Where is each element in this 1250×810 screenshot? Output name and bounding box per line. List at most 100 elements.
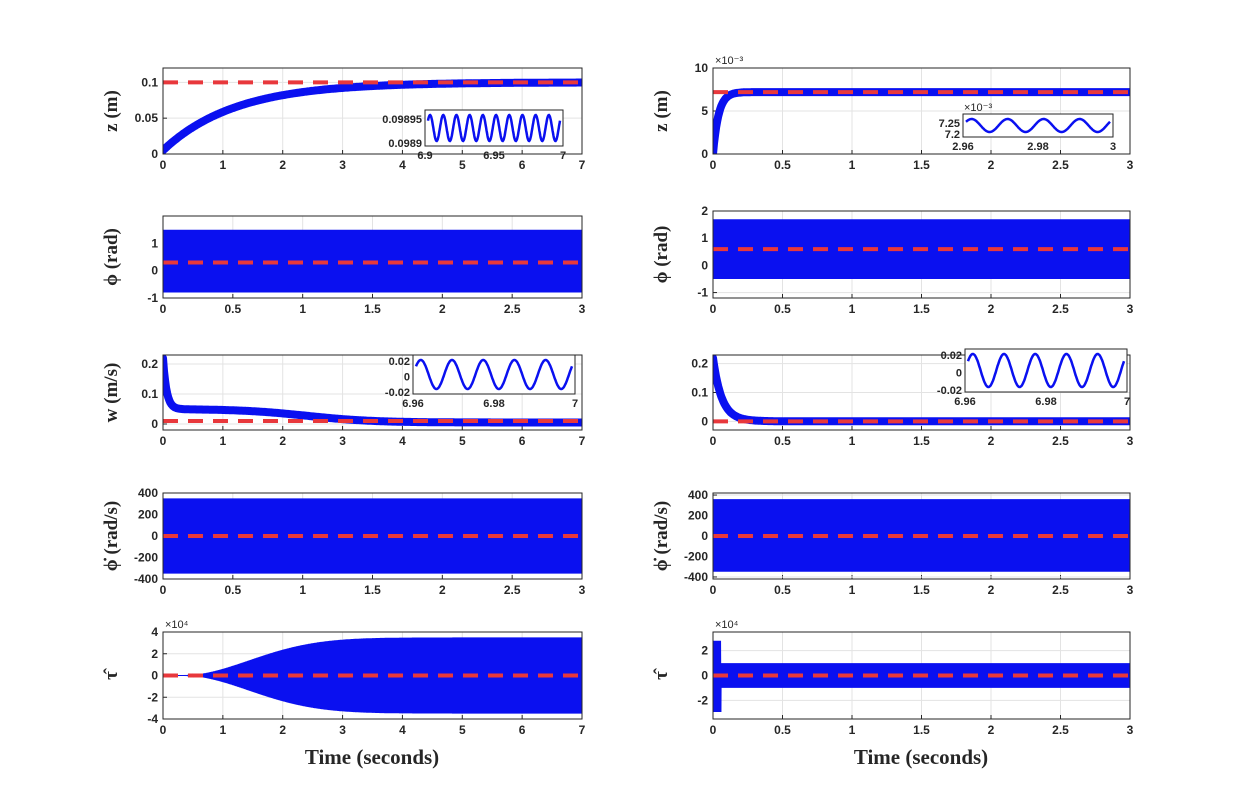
y-tick-label: 0.1 (691, 386, 708, 400)
y-tick-label: -1 (697, 286, 708, 300)
inset-x-tick-label: 2.96 (952, 141, 973, 153)
inset-L3: 6.96 6.98 7 0.02 0 -0.02 (385, 354, 578, 410)
inset-x-tick-label: 3 (1110, 141, 1116, 153)
y-tick-label: -2 (147, 690, 158, 704)
x-tick-label: 3 (1127, 583, 1134, 597)
inset-x-tick-label: 7 (1124, 396, 1130, 408)
inset-L1: 6.9 6.95 7 0.09895 0.0989 (382, 109, 566, 162)
panel-L5: 0 1 2 3 4 5 6 7 -4 -2 0 2 4 ×10⁴ τ̂ (101, 619, 586, 737)
x-tick-label: 6 (519, 158, 526, 172)
y-axis-label: τ̂ (651, 668, 672, 680)
x-tick-label: 7 (579, 434, 586, 448)
y-tick-label: 0 (151, 669, 158, 683)
axes-box (162, 631, 583, 720)
axes-box (162, 354, 583, 431)
y-tick-label: 400 (138, 486, 158, 500)
x-tick-label: 0.5 (774, 434, 791, 448)
inset-signal (426, 113, 562, 143)
inset-y-tick-label: 0.0989 (388, 138, 422, 150)
axes-box (162, 215, 583, 299)
x-tick-label: 3 (1127, 158, 1134, 172)
signal-line (713, 499, 1130, 572)
x-tick-label: 5 (459, 723, 466, 737)
x-tick-label: 0 (710, 583, 717, 597)
y-tick-label: 2 (151, 647, 158, 661)
signal-line (163, 78, 582, 154)
inset-signal (965, 117, 1111, 134)
y-axis-label: ϕ (rad) (651, 226, 672, 284)
x-tick-label: 3 (1127, 434, 1134, 448)
x-tick-label: 2.5 (1052, 723, 1069, 737)
inset-y-tick-label: 0.02 (941, 350, 962, 362)
inset-signal (966, 352, 1126, 389)
y-tick-label: -200 (684, 549, 708, 563)
inset-y-tick-label: 0.09895 (382, 114, 422, 126)
y-tick-label: 0 (151, 264, 158, 278)
x-tick-label: 2.5 (1052, 302, 1069, 316)
x-tick-label: 0.5 (774, 583, 791, 597)
y-tick-label: 0.1 (141, 387, 158, 401)
x-tick-label: 2.5 (1052, 158, 1069, 172)
signal-series (163, 637, 582, 714)
signal-line (163, 637, 582, 714)
y-tick-label: 0 (151, 147, 158, 161)
x-tick-label: 4 (399, 158, 406, 172)
x-tick-label: 1 (849, 723, 856, 737)
axes-box (712, 354, 1131, 431)
x-tick-label: 3 (339, 723, 346, 737)
x-tick-label: 0 (160, 583, 167, 597)
signal-series (163, 78, 582, 154)
inset-x-tick-label: 6.96 (954, 396, 975, 408)
axes-box (712, 631, 1131, 720)
y-tick-label: 0.1 (141, 75, 158, 89)
y-tick-label: 1 (701, 231, 708, 245)
y-tick-label: 0 (151, 529, 158, 543)
inset-x-tick-label: 6.98 (1035, 396, 1056, 408)
y-tick-label: -1 (147, 291, 158, 305)
x-tick-label: 3 (339, 158, 346, 172)
signal-line (163, 229, 582, 293)
y-tick-label: 0 (701, 147, 708, 161)
y-tick-label: 0 (701, 258, 708, 272)
panel-R3: 0 0.5 1 1.5 2 2.5 3 0 0.1 0.2 6.96 6.98 7 0.02 0 -0.02 (691, 348, 1134, 448)
y-tick-label: 200 (688, 509, 708, 523)
x-tick-label: 7 (579, 723, 586, 737)
x-tick-label: 0 (160, 434, 167, 448)
x-axis-label-right: Time (seconds) (854, 745, 988, 769)
inset-x-tick-label: 6.96 (402, 398, 423, 410)
x-tick-label: 3 (339, 434, 346, 448)
x-tick-label: 2 (439, 583, 446, 597)
x-tick-label: 1 (220, 723, 227, 737)
axes-box (162, 67, 583, 155)
y-tick-label: 400 (688, 488, 708, 502)
x-tick-label: 2 (279, 158, 286, 172)
inset-x-tick-label: 6.9 (417, 150, 432, 162)
inset-R1: 2.96 2.98 3 7.257.2 ×10⁻³ (939, 102, 1116, 153)
x-tick-label: 1 (299, 302, 306, 316)
y-tick-label: 5 (701, 104, 708, 118)
axes-box (712, 492, 1131, 580)
inset-y-tick-label: 7.2 (945, 129, 960, 141)
y-tick-label: 200 (138, 508, 158, 522)
axes-box (162, 492, 583, 580)
x-tick-label: 2.5 (504, 302, 521, 316)
inset-box (962, 113, 1114, 138)
inset-exponent: ×10⁻³ (964, 102, 992, 114)
x-tick-label: 1 (299, 583, 306, 597)
x-tick-label: 0.5 (224, 583, 241, 597)
inset-x-tick-label: 6.95 (483, 150, 504, 162)
x-tick-label: 5 (459, 158, 466, 172)
inset-y-tick-label: -0.02 (385, 387, 410, 399)
x-tick-label: 1.5 (913, 158, 930, 172)
inset-signal (414, 358, 574, 391)
x-tick-label: 2 (279, 434, 286, 448)
x-tick-label: 1.5 (913, 723, 930, 737)
y-axis-label: z (m) (101, 90, 122, 132)
panel-R4: 0 0.5 1 1.5 2 2.5 3 -400 -200 0 200 400 ϕ̇ (rad/s) (651, 488, 1134, 597)
axis-exponent: ×10⁴ (715, 619, 739, 631)
x-tick-label: 2 (279, 723, 286, 737)
y-tick-label: -2 (697, 693, 708, 707)
x-tick-label: 1 (849, 302, 856, 316)
